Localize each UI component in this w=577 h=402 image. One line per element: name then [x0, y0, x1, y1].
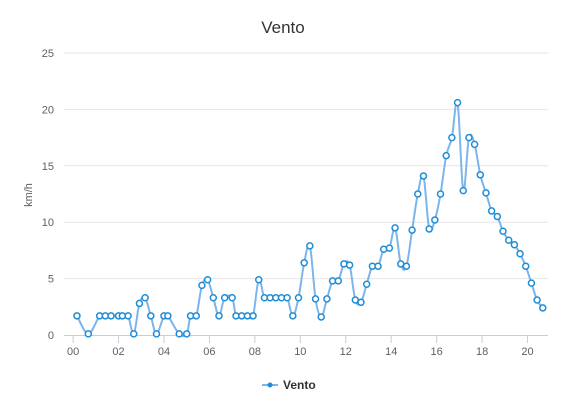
x-tick-label: 18 — [476, 346, 488, 358]
data-point[interactable] — [482, 189, 490, 197]
x-tick-label: 00 — [67, 346, 79, 358]
data-point[interactable] — [198, 281, 206, 290]
data-point[interactable] — [374, 262, 382, 270]
data-point[interactable] — [209, 294, 218, 302]
data-point[interactable] — [470, 140, 479, 149]
data-point[interactable] — [414, 190, 422, 198]
data-point[interactable] — [436, 190, 445, 198]
data-point[interactable] — [499, 227, 507, 235]
data-point[interactable] — [533, 296, 541, 304]
x-tick-label: 14 — [385, 346, 397, 358]
y-axis-ticks: 0 5 10 15 20 25 — [42, 48, 54, 342]
x-tick-label: 06 — [203, 346, 215, 358]
data-point[interactable] — [175, 330, 183, 338]
legend-label[interactable]: Vento — [283, 378, 316, 392]
data-point[interactable] — [323, 295, 331, 303]
data-point[interactable] — [306, 242, 314, 250]
x-tick-label: 16 — [431, 346, 443, 358]
data-point[interactable] — [182, 330, 191, 338]
data-point[interactable] — [516, 250, 524, 258]
x-tick-label: 04 — [158, 346, 170, 358]
data-point[interactable] — [385, 244, 394, 252]
data-point[interactable] — [203, 275, 212, 284]
data-point[interactable] — [539, 304, 547, 312]
data-point[interactable] — [164, 312, 172, 320]
data-point[interactable] — [527, 279, 536, 287]
data-point[interactable] — [73, 312, 81, 320]
data-point[interactable] — [391, 224, 399, 232]
x-tick-label: 08 — [249, 346, 261, 358]
data-point[interactable] — [521, 262, 530, 270]
data-point[interactable] — [493, 212, 502, 221]
grid — [64, 52, 548, 280]
data-point[interactable] — [476, 171, 485, 179]
data-point[interactable] — [317, 313, 325, 321]
data-point[interactable] — [283, 294, 291, 302]
data-point[interactable] — [357, 298, 365, 307]
data-point[interactable] — [504, 236, 513, 244]
x-tick-label: 12 — [340, 346, 352, 358]
data-point[interactable] — [192, 312, 200, 320]
data-point[interactable] — [510, 241, 519, 249]
legend-marker — [267, 382, 273, 388]
y-tick-label: 15 — [42, 161, 54, 173]
data-point[interactable] — [289, 312, 297, 320]
data-point[interactable] — [300, 259, 308, 267]
data-point[interactable] — [465, 133, 473, 142]
x-tick-label: 10 — [294, 346, 306, 358]
x-axis: 00 02 04 06 08 10 12 14 16 18 20 — [64, 335, 548, 358]
data-point[interactable] — [402, 262, 411, 270]
data-point[interactable] — [408, 226, 416, 234]
series-vento — [73, 98, 547, 338]
data-point[interactable] — [311, 295, 320, 303]
y-tick-label: 20 — [42, 104, 54, 116]
data-point[interactable] — [141, 294, 149, 302]
y-axis-title: km/h — [23, 183, 35, 207]
data-point[interactable] — [487, 207, 496, 215]
data-point[interactable] — [254, 275, 263, 284]
data-point[interactable] — [442, 151, 450, 160]
y-tick-label: 5 — [48, 274, 54, 286]
data-point[interactable] — [431, 216, 439, 224]
data-point[interactable] — [228, 294, 236, 302]
data-point[interactable] — [362, 280, 371, 288]
data-point[interactable] — [334, 277, 343, 285]
data-point[interactable] — [124, 312, 132, 320]
x-tick-label: 02 — [112, 346, 124, 358]
data-point[interactable] — [345, 261, 354, 269]
y-tick-label: 25 — [42, 48, 54, 60]
data-point[interactable] — [215, 312, 223, 320]
y-tick-label: 0 — [48, 330, 54, 342]
data-point[interactable] — [147, 312, 155, 320]
chart-title: Vento — [261, 18, 305, 37]
data-point[interactable] — [152, 330, 161, 338]
data-point[interactable] — [130, 330, 138, 338]
legend[interactable]: Vento — [262, 378, 316, 392]
data-point[interactable] — [220, 294, 229, 302]
data-point[interactable] — [135, 299, 144, 308]
data-point[interactable] — [84, 330, 93, 338]
data-point[interactable] — [249, 312, 257, 320]
data-point[interactable] — [107, 312, 115, 320]
data-point[interactable] — [448, 133, 456, 142]
x-tick-label: 20 — [521, 346, 533, 358]
data-point[interactable] — [425, 225, 433, 233]
data-point[interactable] — [459, 186, 467, 195]
data-point[interactable] — [453, 98, 462, 107]
data-point[interactable] — [419, 172, 428, 180]
y-tick-label: 10 — [42, 217, 54, 229]
data-point[interactable] — [294, 294, 303, 302]
